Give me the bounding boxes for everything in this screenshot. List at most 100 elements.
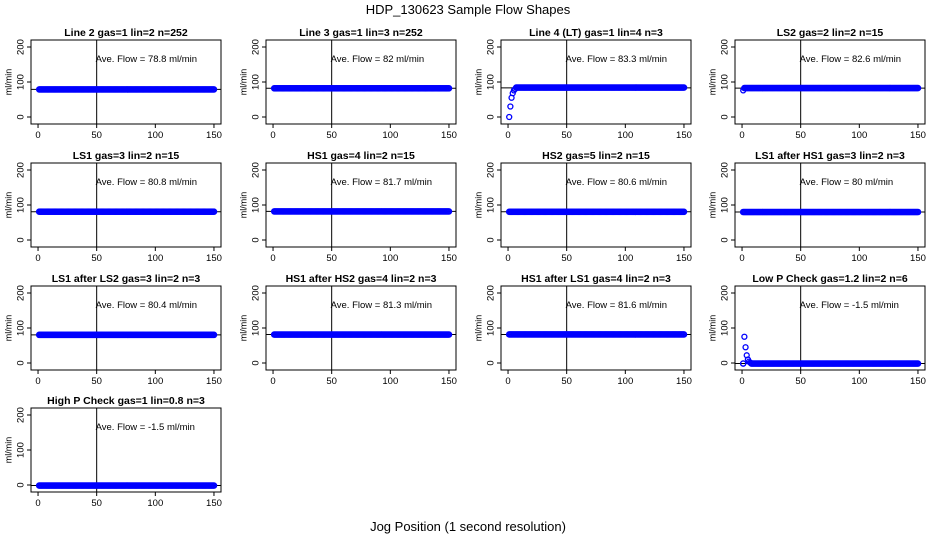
- panel-8: LS1 after HS1 gas=3 lin=2 n=3 0 50 100 150 0 1…: [707, 150, 926, 264]
- average-flow-annotation: Ave. Flow = 80.4 ml/min: [96, 300, 197, 311]
- y-tick-label: 0: [251, 360, 262, 365]
- x-tick-label: 100: [382, 376, 398, 387]
- x-tick-label: 0: [270, 253, 275, 264]
- data-point: [445, 85, 453, 92]
- x-tick-label: 50: [795, 376, 806, 387]
- x-tick-label: 50: [91, 376, 102, 387]
- y-tick-label: 100: [486, 320, 497, 336]
- x-tick-label: 0: [35, 376, 40, 387]
- x-tick-label: 50: [91, 253, 102, 264]
- data-point: [445, 208, 453, 215]
- y-tick-label: 200: [486, 285, 497, 301]
- plot-frame: [30, 162, 222, 248]
- panel-title: LS1 gas=3 lin=2 n=15: [73, 150, 180, 162]
- y-tick-label: 0: [486, 237, 497, 242]
- x-tick-label: 0: [505, 253, 510, 264]
- y-tick-label: 0: [16, 360, 27, 365]
- data-point: [739, 360, 747, 367]
- panel-title: Line 4 (LT) gas=1 lin=4 n=3: [529, 27, 663, 39]
- panel-2: Line 3 gas=1 lin=3 n=252 0 50 100 150 0 100 200…: [238, 27, 457, 141]
- panel-title: LS2 gas=2 lin=2 n=15: [777, 27, 884, 39]
- x-tick-label: 0: [270, 130, 275, 141]
- x-tick-label: 150: [206, 376, 222, 387]
- average-flow-annotation: Ave. Flow = -1.5 ml/min: [800, 300, 899, 311]
- x-tick-label: 150: [676, 253, 692, 264]
- x-tick-label: 50: [795, 130, 806, 141]
- average-flow-annotation: Ave. Flow = 80.8 ml/min: [96, 177, 197, 188]
- y-axis-label: ml/min: [3, 437, 13, 464]
- plot-frame: [500, 285, 692, 371]
- x-tick-label: 50: [561, 376, 572, 387]
- x-tick-label: 150: [441, 376, 457, 387]
- plot-frame: [500, 39, 692, 125]
- data-point: [914, 208, 922, 216]
- data-points: [505, 331, 688, 338]
- panel-13: High P Check gas=1 lin=0.8 n=3 0 50 100 150 0…: [3, 395, 222, 509]
- data-point: [210, 482, 218, 489]
- data-point: [445, 331, 453, 338]
- average-flow-annotation: Ave. Flow = 80.6 ml/min: [566, 177, 667, 188]
- y-tick-label: 200: [720, 162, 731, 178]
- x-tick-label: 150: [441, 130, 457, 141]
- average-flow-annotation: Ave. Flow = -1.5 ml/min: [96, 422, 195, 433]
- average-flow-annotation: Ave. Flow = 78.8 ml/min: [96, 54, 197, 65]
- y-axis-label: ml/min: [473, 315, 483, 342]
- y-axis-label: ml/min: [238, 192, 248, 219]
- data-points: [35, 208, 218, 216]
- y-tick-label: 200: [16, 162, 27, 178]
- x-tick-label: 0: [739, 253, 744, 264]
- plot-frame: [734, 285, 926, 371]
- x-tick-label: 50: [561, 253, 572, 264]
- x-tick-label: 0: [35, 498, 40, 509]
- data-points: [739, 333, 922, 367]
- panel-4: LS2 gas=2 lin=2 n=15 0 50 100 150 0 100 200 ml/m…: [707, 27, 926, 141]
- y-axis-label: ml/min: [3, 69, 13, 96]
- x-tick-label: 100: [147, 498, 163, 509]
- panel-11: HS1 after LS1 gas=4 lin=2 n=3 0 50 100 150 0 1…: [473, 273, 692, 387]
- panel-title: Line 2 gas=1 lin=2 n=252: [64, 27, 188, 39]
- plot-frame: [30, 39, 222, 125]
- x-tick-label: 150: [206, 130, 222, 141]
- data-point: [680, 84, 688, 91]
- panel-title: HS2 gas=5 lin=2 n=15: [542, 150, 650, 162]
- average-flow-annotation: Ave. Flow = 82 ml/min: [331, 54, 425, 65]
- panel-10: HS1 after HS2 gas=4 lin=2 n=3 0 50 100 150 0 1…: [238, 273, 457, 387]
- data-points: [35, 482, 218, 489]
- x-tick-label: 100: [851, 130, 867, 141]
- x-tick-label: 0: [35, 253, 40, 264]
- data-points: [740, 84, 922, 94]
- y-tick-label: 100: [251, 320, 262, 336]
- y-tick-label: 200: [486, 162, 497, 178]
- data-point: [507, 103, 514, 110]
- figure-title: HDP_130623 Sample Flow Shapes: [365, 2, 571, 17]
- y-tick-label: 0: [251, 237, 262, 242]
- y-tick-label: 200: [16, 407, 27, 423]
- plot-frame: [734, 39, 926, 125]
- average-flow-annotation: Ave. Flow = 81.7 ml/min: [331, 177, 432, 188]
- x-tick-label: 150: [910, 376, 926, 387]
- x-tick-label: 100: [617, 130, 633, 141]
- x-tick-label: 50: [91, 130, 102, 141]
- y-tick-label: 200: [16, 39, 27, 55]
- y-tick-label: 0: [486, 360, 497, 365]
- panel-title: Line 3 gas=1 lin=3 n=252: [299, 27, 423, 39]
- panel-1: Line 2 gas=1 lin=2 n=252 0 50 100 150 0 100 200…: [3, 27, 222, 141]
- y-tick-label: 200: [251, 39, 262, 55]
- average-flow-annotation: Ave. Flow = 83.3 ml/min: [566, 54, 667, 65]
- panel-6: HS1 gas=4 lin=2 n=15 0 50 100 150 0 100 200 ml/m…: [238, 150, 457, 264]
- panel-3: Line 4 (LT) gas=1 lin=4 n=3 0 50 100 150 0 100…: [473, 27, 692, 141]
- y-tick-label: 200: [720, 285, 731, 301]
- x-tick-label: 150: [676, 130, 692, 141]
- x-tick-label: 0: [270, 376, 275, 387]
- y-tick-label: 0: [16, 114, 27, 119]
- y-tick-label: 100: [251, 74, 262, 90]
- x-tick-label: 50: [561, 130, 572, 141]
- data-points: [739, 208, 922, 216]
- x-tick-label: 50: [795, 253, 806, 264]
- panel-title: High P Check gas=1 lin=0.8 n=3: [47, 395, 205, 407]
- data-points: [270, 331, 453, 338]
- panel-5: LS1 gas=3 lin=2 n=15 0 50 100 150 0 100 200 ml/m…: [3, 150, 222, 264]
- data-point: [506, 113, 513, 121]
- y-tick-label: 100: [486, 74, 497, 90]
- x-tick-label: 100: [851, 376, 867, 387]
